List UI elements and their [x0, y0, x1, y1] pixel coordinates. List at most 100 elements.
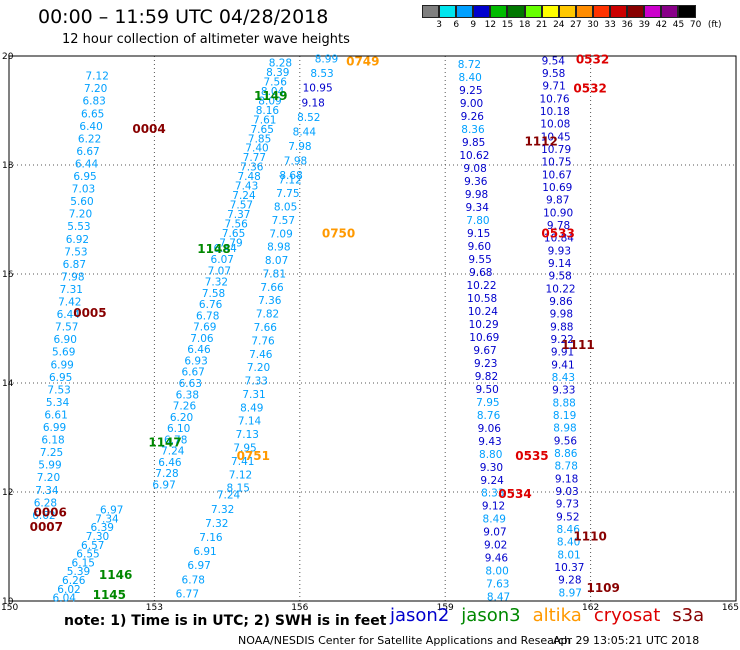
wave-height-value: 6.07 — [211, 254, 234, 266]
color-swatch — [524, 5, 542, 18]
wave-height-value: 7.24 — [217, 490, 241, 502]
pass-time-label: 0750 — [322, 227, 355, 241]
wave-height-value: 9.93 — [548, 245, 571, 257]
wave-height-value: 6.10 — [167, 423, 190, 435]
wave-height-value: 9.22 — [550, 334, 573, 346]
wave-height-value: 6.99 — [43, 422, 66, 434]
wave-height-value: 7.24 — [161, 446, 185, 458]
wave-height-value: 10.67 — [542, 169, 572, 181]
pass-time-label: 0751 — [237, 449, 270, 463]
color-scale-label: 36 — [621, 20, 633, 30]
wave-height-value: 8.39 — [266, 67, 289, 79]
color-scale-swatches — [422, 5, 696, 18]
color-scale-label: 42 — [655, 20, 668, 30]
wave-height-value: 6.62 — [32, 510, 55, 522]
x-tick-label: 153 — [146, 603, 163, 613]
wave-height-value: 6.20 — [170, 412, 193, 424]
wave-height-value: 9.18 — [555, 473, 578, 485]
wave-height-value: 8.09 — [258, 95, 281, 107]
wave-height-value: 8.72 — [458, 59, 481, 71]
color-swatch — [507, 5, 525, 18]
x-tick-label: 165 — [722, 603, 739, 613]
wave-height-value: 9.14 — [548, 258, 572, 270]
wave-height-value: 6.26 — [62, 575, 86, 587]
y-tick-label: 20 — [2, 52, 14, 62]
wave-height-value: 9.73 — [556, 499, 579, 511]
wave-height-value: 7.32 — [205, 518, 228, 530]
wave-height-value: 9.50 — [475, 384, 498, 396]
pass-time-label: 0006 — [33, 506, 66, 520]
wave-height-value: 9.06 — [478, 423, 502, 435]
footer-date: Apr 29 13:05:21 UTC 2018 — [553, 634, 700, 647]
wave-height-value: 6.97 — [187, 560, 210, 572]
color-scale-label: 33 — [604, 20, 616, 30]
wave-height-value: 8.19 — [553, 410, 576, 422]
wave-height-value: 9.28 — [558, 575, 581, 587]
wave-height-value: 6.97 — [100, 504, 123, 516]
wave-height-value: 7.79 — [219, 237, 242, 249]
wave-height-value: 7.13 — [236, 429, 259, 441]
color-swatch — [661, 5, 679, 18]
wave-height-value: 6.61 — [44, 409, 67, 421]
wave-height-value: 9.88 — [550, 321, 573, 333]
wave-height-value: 7.07 — [208, 265, 231, 277]
wave-height-value: 7.48 — [237, 171, 260, 183]
wave-height-value: 7.12 — [229, 469, 252, 481]
wave-height-value: 9.86 — [549, 296, 573, 308]
wave-height-value: 7.36 — [240, 162, 264, 174]
wave-height-value: 6.67 — [76, 146, 99, 158]
wave-height-value: 6.15 — [72, 557, 95, 569]
wave-height-value: 7.26 — [173, 401, 197, 413]
wave-height-value: 10.62 — [459, 150, 489, 162]
wave-height-value: 7.06 — [190, 333, 214, 345]
wave-height-value: 6.92 — [66, 234, 89, 246]
wave-height-value: 10.95 — [303, 83, 333, 95]
color-swatch — [575, 5, 593, 18]
wave-height-value: 7.76 — [251, 335, 275, 347]
wave-height-value: 6.97 — [152, 479, 175, 491]
pass-time-label: 0534 — [498, 487, 531, 501]
wave-height-value: 7.95 — [476, 397, 499, 409]
satellite-legend-altika: altika — [532, 605, 582, 626]
wave-height-value: 8.68 — [279, 170, 302, 182]
pass-time-label: 1145 — [93, 588, 126, 602]
wave-height-value: 5.99 — [38, 460, 61, 472]
wave-height-value: 8.49 — [240, 402, 263, 414]
wave-height-value: 6.87 — [63, 259, 86, 271]
wave-height-value: 6.95 — [49, 372, 72, 384]
pass-time-label: 0532 — [576, 53, 609, 67]
wave-height-value: 10.76 — [539, 93, 569, 105]
color-swatch — [558, 5, 576, 18]
wave-height-value: 6.57 — [81, 540, 104, 552]
wave-height-value: 7.81 — [263, 268, 286, 280]
wave-height-value: 6.04 — [53, 593, 77, 605]
wave-height-value: 8.04 — [261, 86, 285, 98]
wave-height-value: 6.18 — [41, 435, 64, 447]
wave-height-value: 6.91 — [193, 546, 216, 558]
chart-title: 00:00 – 11:59 UTC 04/28/2018 — [38, 6, 329, 28]
wave-height-value: 7.42 — [58, 297, 81, 309]
pass-time-label: 0535 — [515, 449, 548, 463]
wave-height-value: 10.75 — [541, 157, 571, 169]
wave-height-value: 7.46 — [249, 349, 273, 361]
color-scale-label: 12 — [484, 20, 497, 30]
wave-height-value: 7.20 — [247, 362, 270, 374]
wave-height-value: 9.98 — [465, 189, 488, 201]
wave-height-value: 10.22 — [466, 280, 496, 292]
wave-height-value: 10.84 — [544, 233, 574, 245]
wave-height-value: 8.46 — [557, 524, 581, 536]
wave-height-value: 7.66 — [260, 282, 284, 294]
y-tick-label: 12 — [2, 488, 13, 498]
color-swatch — [422, 5, 440, 18]
wave-height-value: 5.39 — [67, 566, 90, 578]
wave-height-value: 9.91 — [551, 347, 574, 359]
wave-height-value: 10.22 — [546, 283, 576, 295]
wave-height-value: 6.63 — [179, 378, 202, 390]
wave-height-value: 10.45 — [541, 131, 571, 143]
wave-height-value: 7.36 — [258, 295, 282, 307]
wave-height-value: 8.49 — [483, 514, 506, 526]
wave-height-value: 6.90 — [54, 334, 77, 346]
wave-height-value: 8.36 — [461, 124, 485, 136]
wave-height-value: 10.58 — [467, 293, 497, 305]
wave-height-value: 8.01 — [557, 549, 580, 561]
